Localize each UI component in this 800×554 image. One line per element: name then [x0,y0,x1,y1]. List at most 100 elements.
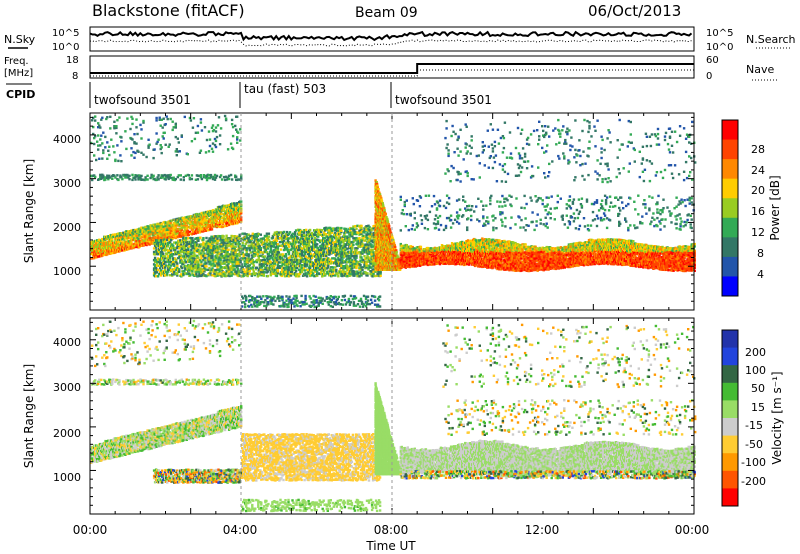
echo-cell [159,261,162,264]
echo-cell [211,150,215,153]
echo-cell [207,150,211,153]
echo-cell [360,300,364,304]
echo-cell [176,246,179,250]
echo-cell [154,246,158,249]
echo-cell [162,229,165,232]
echo-cell [263,301,266,304]
echo-cell [314,270,317,273]
echo-cell [264,298,267,302]
echo-cell [156,231,159,234]
echo-cell [323,233,326,236]
echo-cell [184,268,187,271]
echo-cell [318,248,321,252]
echo-cell [158,234,161,237]
echo-cell [207,130,211,133]
echo-cell [172,244,175,247]
echo-cell [148,230,151,234]
echo-cell [284,241,288,244]
echo-cell [373,295,377,299]
echo-cell [285,259,289,262]
echo-cell [266,262,270,265]
echo-cell [340,263,343,266]
echo-cell [348,258,351,262]
echo-cell [164,249,167,252]
echo-cell [105,117,108,121]
echo-cell [269,250,273,253]
echo-cell [256,305,259,308]
echo-cell [289,258,293,262]
echo-cell [164,269,167,272]
echo-cell [148,243,151,246]
echo-cell [361,242,364,245]
echo-cell [187,237,190,240]
echo-cell [184,174,187,177]
echo-cell [302,260,306,263]
echo-cell [228,213,232,216]
echo-cell [234,241,237,244]
echo-cell [266,236,270,240]
echo-cell [131,138,134,141]
echo-cell [294,256,298,260]
echo-cell [368,258,371,262]
echo-cell [241,251,244,254]
echo-cell [238,254,241,258]
echo-cell [344,248,347,251]
echo-cell [352,225,355,228]
echo-cell [341,251,344,254]
echo-cell [242,253,245,256]
echo-cell [176,274,179,277]
echo-cell [235,175,238,178]
echo-cell [329,258,332,261]
echo-cell [247,233,250,236]
echo-cell [249,258,252,261]
echo-cell [183,115,186,119]
echo-cell [320,261,323,264]
echo-cell [251,299,254,302]
echo-cell [226,250,229,253]
echo-cell [280,236,284,240]
echo-cell [213,178,217,181]
echo-cell [271,299,274,302]
echo-cell [307,247,311,250]
echo-cell [355,227,358,230]
echo-cell [266,247,270,250]
echo-cell [180,224,183,227]
echo-cell [360,241,363,244]
echo-cell [196,131,200,134]
echo-cell [161,236,164,239]
echo-cell [90,252,93,256]
echo-cell [140,226,143,229]
echo-cell [367,260,370,263]
echo-cell [315,256,318,259]
echo-cell [241,244,244,247]
echo-cell [221,209,225,212]
echo-cell [349,245,352,248]
echo-cell [192,245,195,248]
echo-cell [211,274,214,277]
echo-cell [172,260,175,264]
echo-cell [311,246,314,249]
echo-cell [255,260,258,264]
echo-cell [234,270,237,273]
echo-cell [99,175,102,179]
echo-cell [133,141,136,144]
echo-cell [327,236,330,239]
frequency-trace [90,63,694,74]
echo-cell [176,230,179,233]
echo-cell [368,250,371,254]
echo-cell [166,252,169,256]
echo-cell [329,233,332,236]
echo-cell [200,260,203,264]
echo-cell [303,300,306,304]
echo-cell [237,262,240,265]
echo-cell [185,224,188,227]
echo-cell [152,174,155,177]
echo-cell [280,238,284,241]
echo-cell [267,235,271,238]
echo-cell [323,264,326,267]
echo-cell [340,226,343,230]
echo-cell [223,241,226,244]
echo-cell [340,256,343,259]
echo-cell [251,266,254,269]
echo-cell [353,274,356,277]
